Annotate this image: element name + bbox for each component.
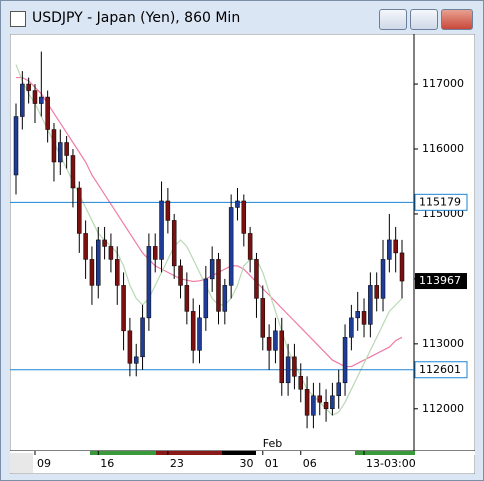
minimize-button[interactable] (379, 9, 407, 30)
candle-body (178, 265, 183, 286)
candle-body (336, 382, 341, 397)
candle-body (228, 207, 234, 286)
x-tick-label: 01 (265, 457, 279, 470)
candle-body (330, 395, 335, 410)
candle-body (39, 96, 44, 104)
chart-frame (9, 33, 476, 475)
last-price-label: 113967 (419, 274, 461, 287)
candle-body (83, 233, 88, 260)
x-sublabel: Feb (263, 437, 282, 450)
candle-body (203, 278, 209, 319)
x-tick-label: 16 (100, 457, 114, 470)
y-tick-label: 117000 (422, 77, 464, 90)
candle-body (20, 83, 25, 117)
candle-body (159, 200, 164, 260)
chart: 1120001130001140001150001160001170001151… (9, 33, 476, 475)
candle-body (89, 259, 95, 286)
candle-body (140, 317, 145, 358)
maximize-button[interactable] (410, 9, 438, 30)
candle-body (114, 259, 120, 286)
candle-body (292, 356, 297, 377)
candle-body (190, 311, 196, 351)
candle-body (241, 200, 247, 234)
candle-body (323, 402, 329, 410)
y-tick-label: 116000 (422, 142, 464, 155)
candle-body (355, 311, 360, 319)
candle-body (342, 337, 348, 384)
candle-body (13, 116, 19, 176)
candle-body (266, 337, 272, 351)
candle-body (235, 200, 240, 208)
candle-body (260, 298, 266, 338)
x-tick-label: 23 (170, 457, 184, 470)
candle-body (121, 285, 126, 332)
candle-body (368, 285, 373, 325)
candle-body (165, 200, 171, 221)
candle-body (279, 330, 285, 384)
price-label: 112601 (419, 363, 461, 376)
candle-body (285, 356, 291, 384)
candle-body (51, 129, 57, 163)
candle-body (64, 142, 69, 156)
session-strip (355, 451, 415, 455)
candle-body (399, 252, 405, 282)
session-strip (222, 451, 256, 455)
candle-body (58, 142, 63, 163)
moving-average (16, 76, 403, 368)
candle-body (96, 239, 101, 286)
candle-body (349, 317, 354, 338)
price-label-box (414, 193, 468, 211)
candle-body (127, 330, 133, 364)
session-strip (156, 451, 222, 455)
candle-body (298, 376, 304, 390)
price-label: 115179 (419, 195, 461, 208)
x-tick-label: 09 (37, 457, 51, 470)
x-tick-label: 06 (303, 457, 317, 470)
price-label-box (414, 361, 468, 379)
candle-body (108, 246, 114, 260)
candle-body (216, 259, 221, 312)
last-price-box (415, 273, 467, 290)
candle-body (247, 233, 253, 260)
candle-body (26, 83, 31, 91)
candle-body (393, 239, 398, 254)
candle-body (222, 285, 228, 312)
candle-body (171, 220, 177, 267)
candle-body (209, 259, 215, 280)
candle-body (32, 90, 38, 104)
candle-body (70, 155, 76, 189)
candle-body (380, 259, 386, 299)
app-icon (10, 11, 26, 27)
window-title: USDJPY - Japan (Yen), 860 Min (32, 10, 241, 26)
candle-body (102, 239, 107, 247)
y-tick-label: 112000 (422, 402, 464, 415)
candle-body (387, 239, 392, 260)
candle-body (311, 395, 316, 416)
y-tick-label: 113000 (422, 337, 464, 350)
x-tick-label: 13-03:00 (366, 457, 416, 470)
candle-body (197, 317, 202, 351)
candle-body (304, 389, 310, 416)
candle-body (184, 285, 190, 312)
close-button[interactable] (441, 9, 473, 30)
candle-body (374, 285, 379, 299)
corner-box (10, 453, 33, 473)
candle-body (45, 96, 50, 130)
x-tick-label: 30 (239, 457, 253, 470)
candle-body (254, 259, 259, 299)
candle-body (361, 311, 367, 325)
candle-body (317, 395, 322, 403)
candle-body (133, 356, 139, 364)
session-strip (90, 451, 156, 455)
candle-body (152, 246, 158, 260)
candle-body (273, 330, 278, 351)
candle-body (77, 187, 82, 234)
candle-body (146, 246, 152, 319)
